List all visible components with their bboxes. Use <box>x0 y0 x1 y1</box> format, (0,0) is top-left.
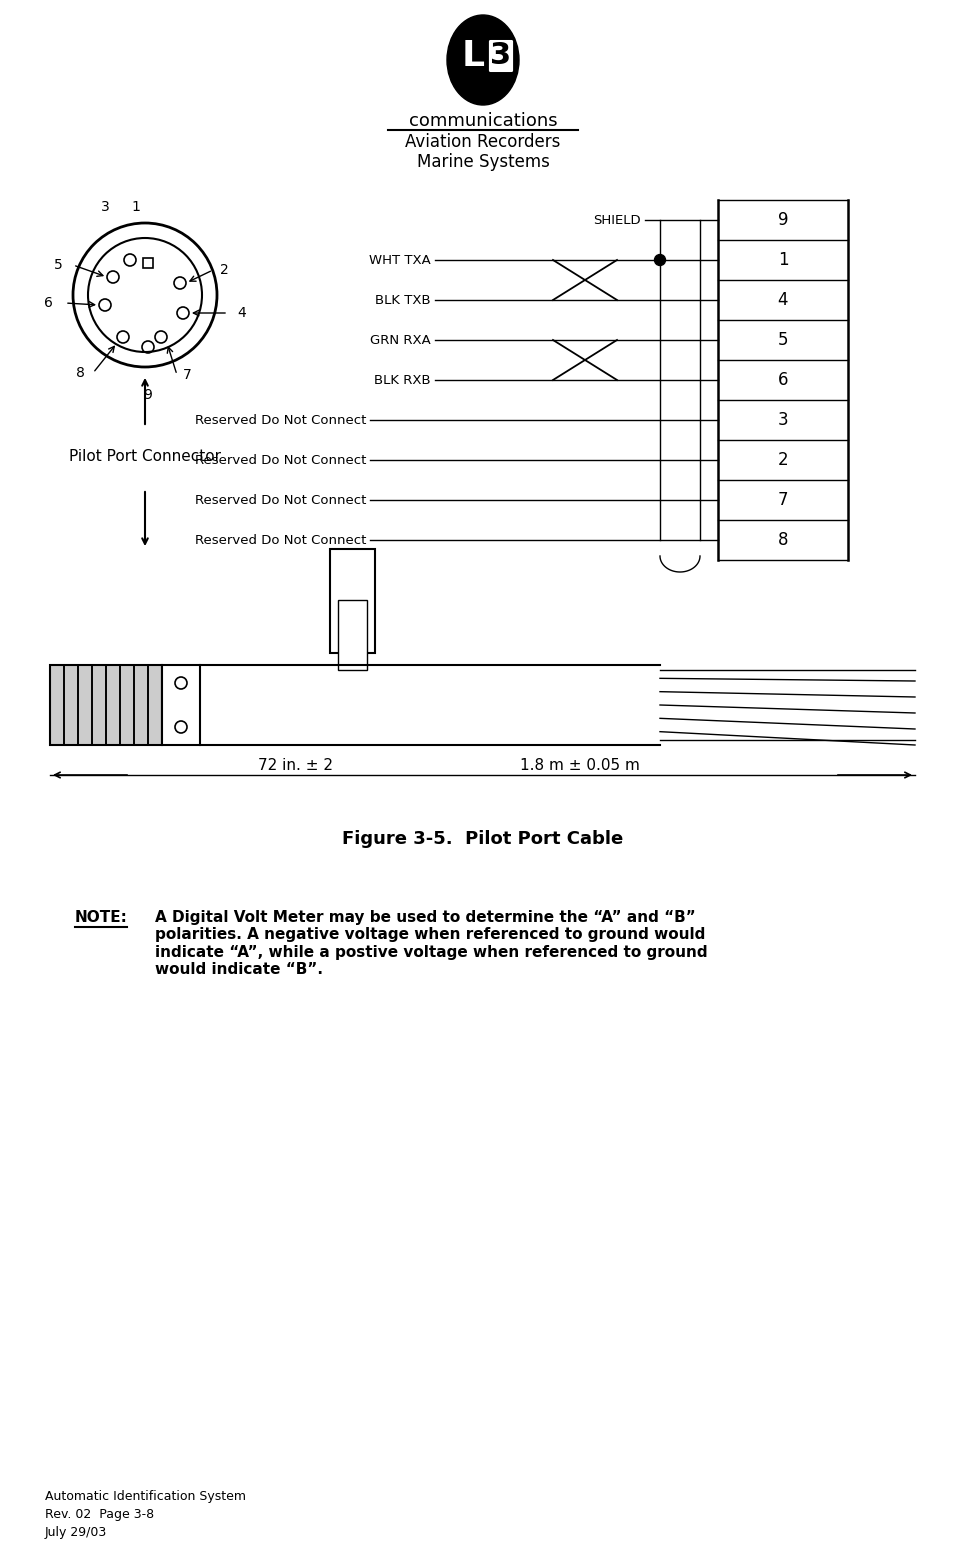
Bar <box>50 665 63 745</box>
Text: Rev. 02  Page 3-8: Rev. 02 Page 3-8 <box>45 1508 154 1520</box>
Text: 7: 7 <box>183 368 191 382</box>
Text: Marine Systems: Marine Systems <box>417 154 549 171</box>
Text: Figure 3-5.  Pilot Port Cable: Figure 3-5. Pilot Port Cable <box>342 829 624 848</box>
Text: July 29/03: July 29/03 <box>45 1527 107 1539</box>
Bar <box>148 665 161 745</box>
Text: Reserved Do Not Connect: Reserved Do Not Connect <box>194 534 366 547</box>
Text: Automatic Identification System: Automatic Identification System <box>45 1489 246 1503</box>
Text: 6: 6 <box>44 297 53 311</box>
Text: GRN RXA: GRN RXA <box>370 334 431 346</box>
Bar <box>64 665 77 745</box>
Text: 5: 5 <box>54 258 63 272</box>
Text: 3: 3 <box>490 42 512 70</box>
Text: Reserved Do Not Connect: Reserved Do Not Connect <box>194 494 366 506</box>
Text: Reserved Do Not Connect: Reserved Do Not Connect <box>194 453 366 466</box>
Text: 4: 4 <box>237 306 246 320</box>
Text: BLK RXB: BLK RXB <box>374 374 431 387</box>
Text: 1: 1 <box>777 252 788 269</box>
Text: SHIELD: SHIELD <box>594 213 641 227</box>
Bar <box>106 665 119 745</box>
Text: BLK TXB: BLK TXB <box>375 294 431 306</box>
Text: 8: 8 <box>777 531 788 550</box>
Text: 3: 3 <box>777 412 788 429</box>
Text: Pilot Port Connector: Pilot Port Connector <box>69 449 221 464</box>
Bar <box>78 665 91 745</box>
Text: A Digital Volt Meter may be used to determine the “A” and “B”
polarities. A nega: A Digital Volt Meter may be used to dete… <box>155 910 708 977</box>
Bar <box>338 599 367 669</box>
Text: Aviation Recorders: Aviation Recorders <box>405 134 561 151</box>
Ellipse shape <box>447 16 519 106</box>
Bar <box>143 258 153 269</box>
Text: 6: 6 <box>777 371 788 388</box>
Text: 9: 9 <box>143 388 153 402</box>
Bar <box>162 665 200 745</box>
Bar <box>330 550 375 652</box>
Text: 8: 8 <box>76 367 85 380</box>
Text: 5: 5 <box>777 331 788 349</box>
Text: communications: communications <box>409 112 557 130</box>
Text: NOTE:: NOTE: <box>75 910 128 926</box>
Text: L: L <box>461 39 484 73</box>
Text: 2: 2 <box>220 262 229 276</box>
Bar <box>134 665 147 745</box>
Text: 1.8 m ± 0.05 m: 1.8 m ± 0.05 m <box>520 758 640 773</box>
Bar <box>92 665 105 745</box>
Text: 3: 3 <box>102 200 110 214</box>
Text: Reserved Do Not Connect: Reserved Do Not Connect <box>194 413 366 427</box>
Bar <box>50 665 162 745</box>
Text: WHT TXA: WHT TXA <box>369 253 431 267</box>
Text: 4: 4 <box>777 290 788 309</box>
Text: 72 in. ± 2: 72 in. ± 2 <box>257 758 333 773</box>
Text: 1: 1 <box>132 200 140 214</box>
Text: 7: 7 <box>777 491 788 509</box>
Text: 9: 9 <box>777 211 788 228</box>
Text: 2: 2 <box>777 450 788 469</box>
Circle shape <box>655 255 665 266</box>
Bar <box>120 665 133 745</box>
